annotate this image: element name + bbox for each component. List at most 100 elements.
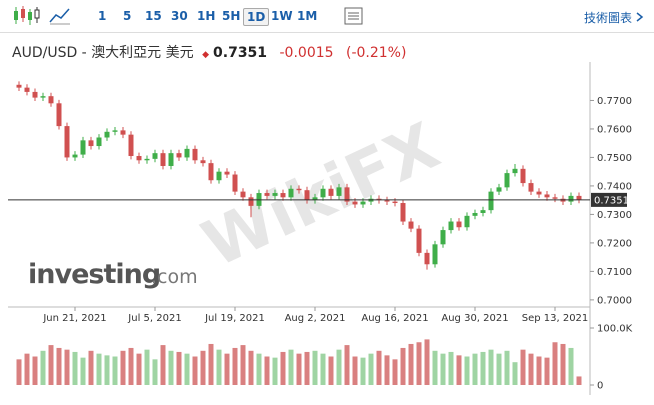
volume-bar (192, 356, 198, 385)
interval-button[interactable]: 5H (222, 9, 241, 23)
candle-body (40, 96, 46, 98)
candle-body (120, 130, 126, 135)
volume-bar (56, 347, 62, 385)
candle-body (272, 193, 278, 196)
volume-bar (536, 356, 542, 385)
volume-bar (568, 347, 574, 385)
candle-body (224, 171, 230, 175)
interval-button[interactable]: 1M (297, 9, 318, 23)
interval-button[interactable]: 1W (271, 9, 293, 23)
menu-arrow[interactable] (634, 11, 646, 23)
volume-bar (320, 353, 326, 385)
candle-body (88, 140, 94, 147)
volume-bar (392, 359, 398, 385)
last-price-label: 0.7351 (594, 195, 629, 206)
candle-body (552, 197, 558, 199)
interval-button[interactable]: 1H (197, 9, 216, 23)
volume-bar (64, 349, 70, 385)
volume-bar (280, 351, 286, 385)
candle-body (568, 195, 574, 202)
candle-body (448, 221, 454, 231)
volume-bar (200, 350, 206, 385)
y-tick-label: 0.7500 (597, 153, 632, 164)
candle-body (32, 91, 38, 98)
volume-bar (496, 353, 502, 385)
logo-suffix: .com (151, 266, 198, 288)
volume-bar (560, 343, 566, 385)
candle-body (144, 158, 150, 161)
volume-bar (552, 342, 558, 385)
candle-body (432, 244, 438, 265)
interval-button[interactable]: 5 (123, 9, 132, 23)
candle-body (208, 163, 214, 181)
symbol: AUD/USD - 澳大利亞元 美元 (12, 45, 194, 61)
candle-icon[interactable] (10, 4, 50, 28)
x-tick-label: Sep 13, 2021 (522, 313, 589, 324)
candle-body (24, 87, 30, 92)
volume-bar (520, 349, 526, 385)
y-tick-label: 0.7200 (597, 238, 632, 249)
candle-body (544, 194, 550, 198)
candle-body (104, 131, 110, 138)
candle-body (232, 174, 238, 192)
candle-body (560, 198, 566, 202)
volume-bar (400, 347, 406, 385)
line-icon[interactable] (48, 4, 72, 28)
volume-bar (472, 353, 478, 385)
volume-bar (168, 350, 174, 385)
candle-body (376, 198, 382, 201)
last-price: 0.7351 (213, 45, 268, 61)
volume-bar (544, 357, 550, 385)
settings-icon[interactable] (342, 5, 366, 29)
volume-bar (488, 349, 494, 385)
candle-body (472, 212, 478, 216)
down-marker: ◆ (202, 50, 210, 60)
candle-body (288, 188, 294, 198)
candle-body (16, 84, 22, 88)
candle-body (128, 134, 134, 157)
volume-bar (304, 351, 310, 385)
candle-body (216, 171, 222, 181)
volume-bar (104, 355, 110, 385)
candle-body (64, 126, 70, 158)
volume-bar (256, 353, 262, 385)
candle-body (320, 188, 326, 198)
candle-body (56, 103, 62, 127)
interval-button[interactable]: 1D (243, 8, 270, 26)
technical-chart-menu[interactable]: 技術圖表 (583, 11, 632, 25)
candle-body (176, 153, 182, 158)
y-tick-label: 0.7700 (597, 96, 632, 107)
volume-bar (312, 350, 318, 385)
y-tick-label: 0.7600 (597, 124, 632, 135)
volume-bar (48, 345, 54, 385)
volume-bar (176, 351, 182, 385)
candle-body (360, 201, 366, 205)
volume-bar (248, 350, 254, 385)
candle-body (416, 228, 422, 253)
y-tick-label: 0.7000 (597, 295, 632, 306)
candle-body (528, 183, 534, 192)
volume-bar (376, 350, 382, 385)
interval-button[interactable]: 30 (171, 9, 188, 23)
candle-body (80, 140, 86, 155)
volume-bar (288, 349, 294, 385)
candle-body (512, 168, 518, 174)
candle-body (168, 153, 174, 166)
volume-bar (336, 349, 342, 385)
volume-bar (576, 376, 582, 385)
volume-bar (408, 343, 414, 385)
volume-bar (24, 353, 30, 385)
candle-body (256, 193, 262, 206)
candle-body (504, 173, 510, 188)
volume-bar (208, 343, 214, 385)
candle-body (456, 221, 462, 228)
candle-body (192, 148, 198, 161)
x-tick-label: Jun 21, 2021 (42, 313, 106, 324)
interval-button[interactable]: 1 (98, 9, 107, 23)
candle-body (200, 160, 206, 164)
candle-body (48, 96, 54, 104)
volume-bar (440, 353, 446, 385)
y-tick-label: 0.7100 (597, 267, 632, 278)
interval-button[interactable]: 15 (145, 9, 162, 23)
volume-bar (40, 350, 46, 385)
